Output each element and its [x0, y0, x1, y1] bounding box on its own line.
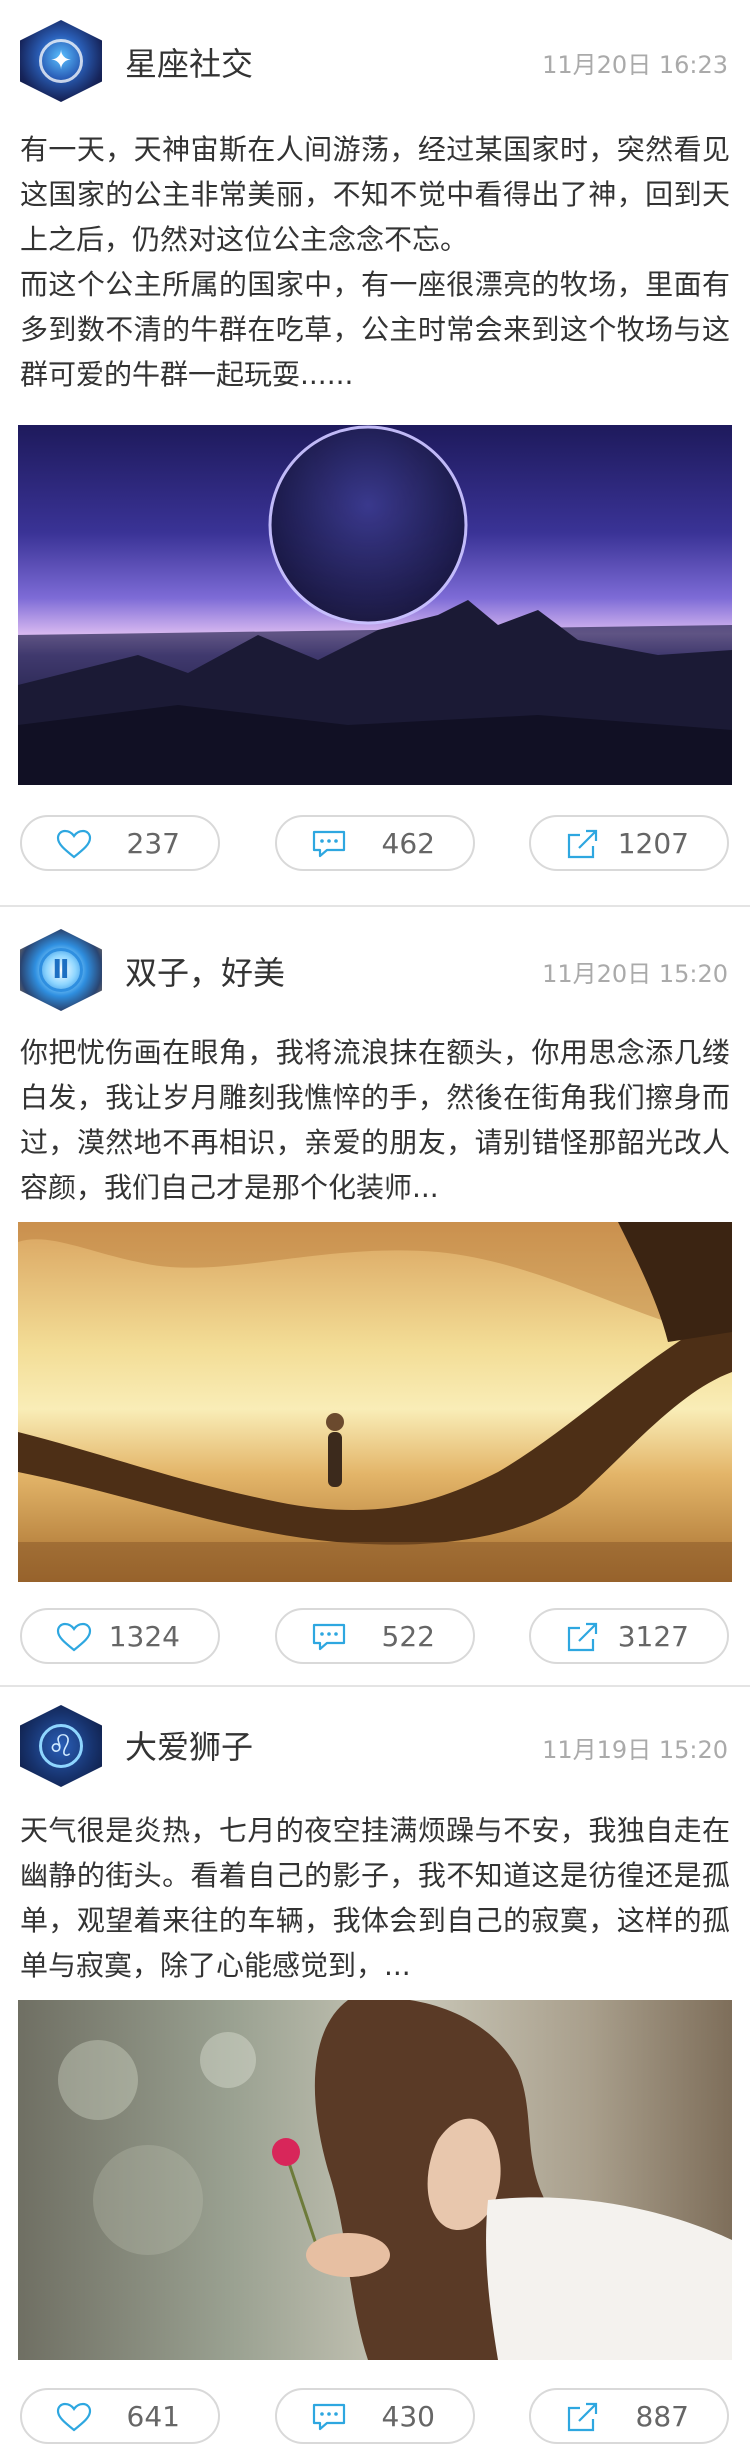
share-count: 3127 — [617, 1620, 689, 1653]
username[interactable]: 星座社交 — [125, 45, 254, 83]
post-time: 11月19日 15:20 — [542, 1736, 728, 1764]
like-button[interactable]: 237 — [20, 815, 220, 871]
share-count: 1207 — [617, 827, 689, 860]
heart-icon — [56, 2402, 92, 2432]
comment-button[interactable]: 462 — [275, 815, 475, 871]
share-button[interactable]: 1207 — [529, 815, 729, 871]
username[interactable]: 双子，好美 — [125, 954, 286, 992]
post-header: ✦ 星座社交 11月20日 16:23 — [0, 0, 750, 105]
avatar-ring-decoration — [39, 39, 83, 83]
comment-count: 462 — [381, 827, 435, 860]
post-time: 11月20日 16:23 — [542, 51, 728, 79]
avatar[interactable]: ✦ — [20, 20, 102, 102]
star-icon: ✦ — [50, 46, 72, 76]
post-header: Ⅱ 双子，好美 11月20日 15:20 — [0, 907, 750, 1012]
like-count: 1324 — [108, 1620, 180, 1653]
post-time: 11月20日 15:20 — [542, 960, 728, 988]
tree-girl-illustration — [18, 1222, 732, 1582]
heart-icon — [56, 829, 92, 859]
share-icon — [567, 1622, 598, 1652]
comment-count: 430 — [381, 2400, 435, 2433]
like-count: 641 — [126, 2400, 180, 2433]
comment-icon — [312, 1623, 346, 1651]
space-planet-illustration — [18, 425, 732, 785]
post-image[interactable] — [18, 2000, 732, 2360]
like-button[interactable]: 1324 — [20, 1608, 220, 1664]
share-icon — [567, 829, 598, 859]
post-actions: 237 462 1207 — [0, 785, 750, 871]
avatar[interactable]: Ⅱ — [20, 929, 102, 1011]
like-button[interactable]: 641 — [20, 2388, 220, 2444]
girl-flower-photo — [58, 2000, 732, 2360]
avatar-ring-decoration — [39, 948, 83, 992]
post-actions: 641 430 887 — [0, 2360, 750, 2444]
leo-icon: ♌ — [47, 1728, 75, 1764]
post-image[interactable] — [18, 425, 732, 785]
avatar[interactable]: ♌ — [20, 1705, 102, 1787]
post-card: ♌ 大爱狮子 11月19日 15:20 天气很是炎热，七月的夜空挂满烦躁与不安，… — [0, 1685, 750, 2461]
share-icon — [567, 2402, 598, 2432]
like-count: 237 — [126, 827, 180, 860]
username[interactable]: 大爱狮子 — [125, 1728, 254, 1766]
post-text: 天气很是炎热，七月的夜空挂满烦躁与不安，我独自走在幽静的街头。看着自己的影子，我… — [20, 1814, 730, 1982]
comment-icon — [312, 830, 346, 858]
share-button[interactable]: 887 — [529, 2388, 729, 2444]
comment-icon — [312, 2403, 346, 2431]
comment-count: 522 — [381, 1620, 435, 1653]
post-header: ♌ 大爱狮子 11月19日 15:20 — [0, 1687, 750, 1792]
post-card: ✦ 星座社交 11月20日 16:23 有一天，天神宙斯在人间游荡，经过某国家时… — [0, 0, 750, 905]
comment-button[interactable]: 430 — [275, 2388, 475, 2444]
post-card: Ⅱ 双子，好美 11月20日 15:20 你把忧伤画在眼角，我将流浪抹在额头，你… — [0, 905, 750, 1685]
post-text: 有一天，天神宙斯在人间游荡，经过某国家时，突然看见这国家的公主非常美丽，不知不觉… — [20, 133, 730, 391]
comment-button[interactable]: 522 — [275, 1608, 475, 1664]
avatar-ring-decoration — [39, 1724, 83, 1768]
share-count: 887 — [635, 2400, 689, 2433]
share-button[interactable]: 3127 — [529, 1608, 729, 1664]
post-text: 你把忧伤画在眼角，我将流浪抹在额头，你用思念添几缕白发，我让岁月雕刻我憔悴的手，… — [20, 1036, 730, 1204]
heart-icon — [56, 1622, 92, 1652]
post-image[interactable] — [18, 1222, 732, 1582]
gemini-icon: Ⅱ — [52, 955, 70, 985]
post-actions: 1324 522 3127 — [0, 1582, 750, 1664]
